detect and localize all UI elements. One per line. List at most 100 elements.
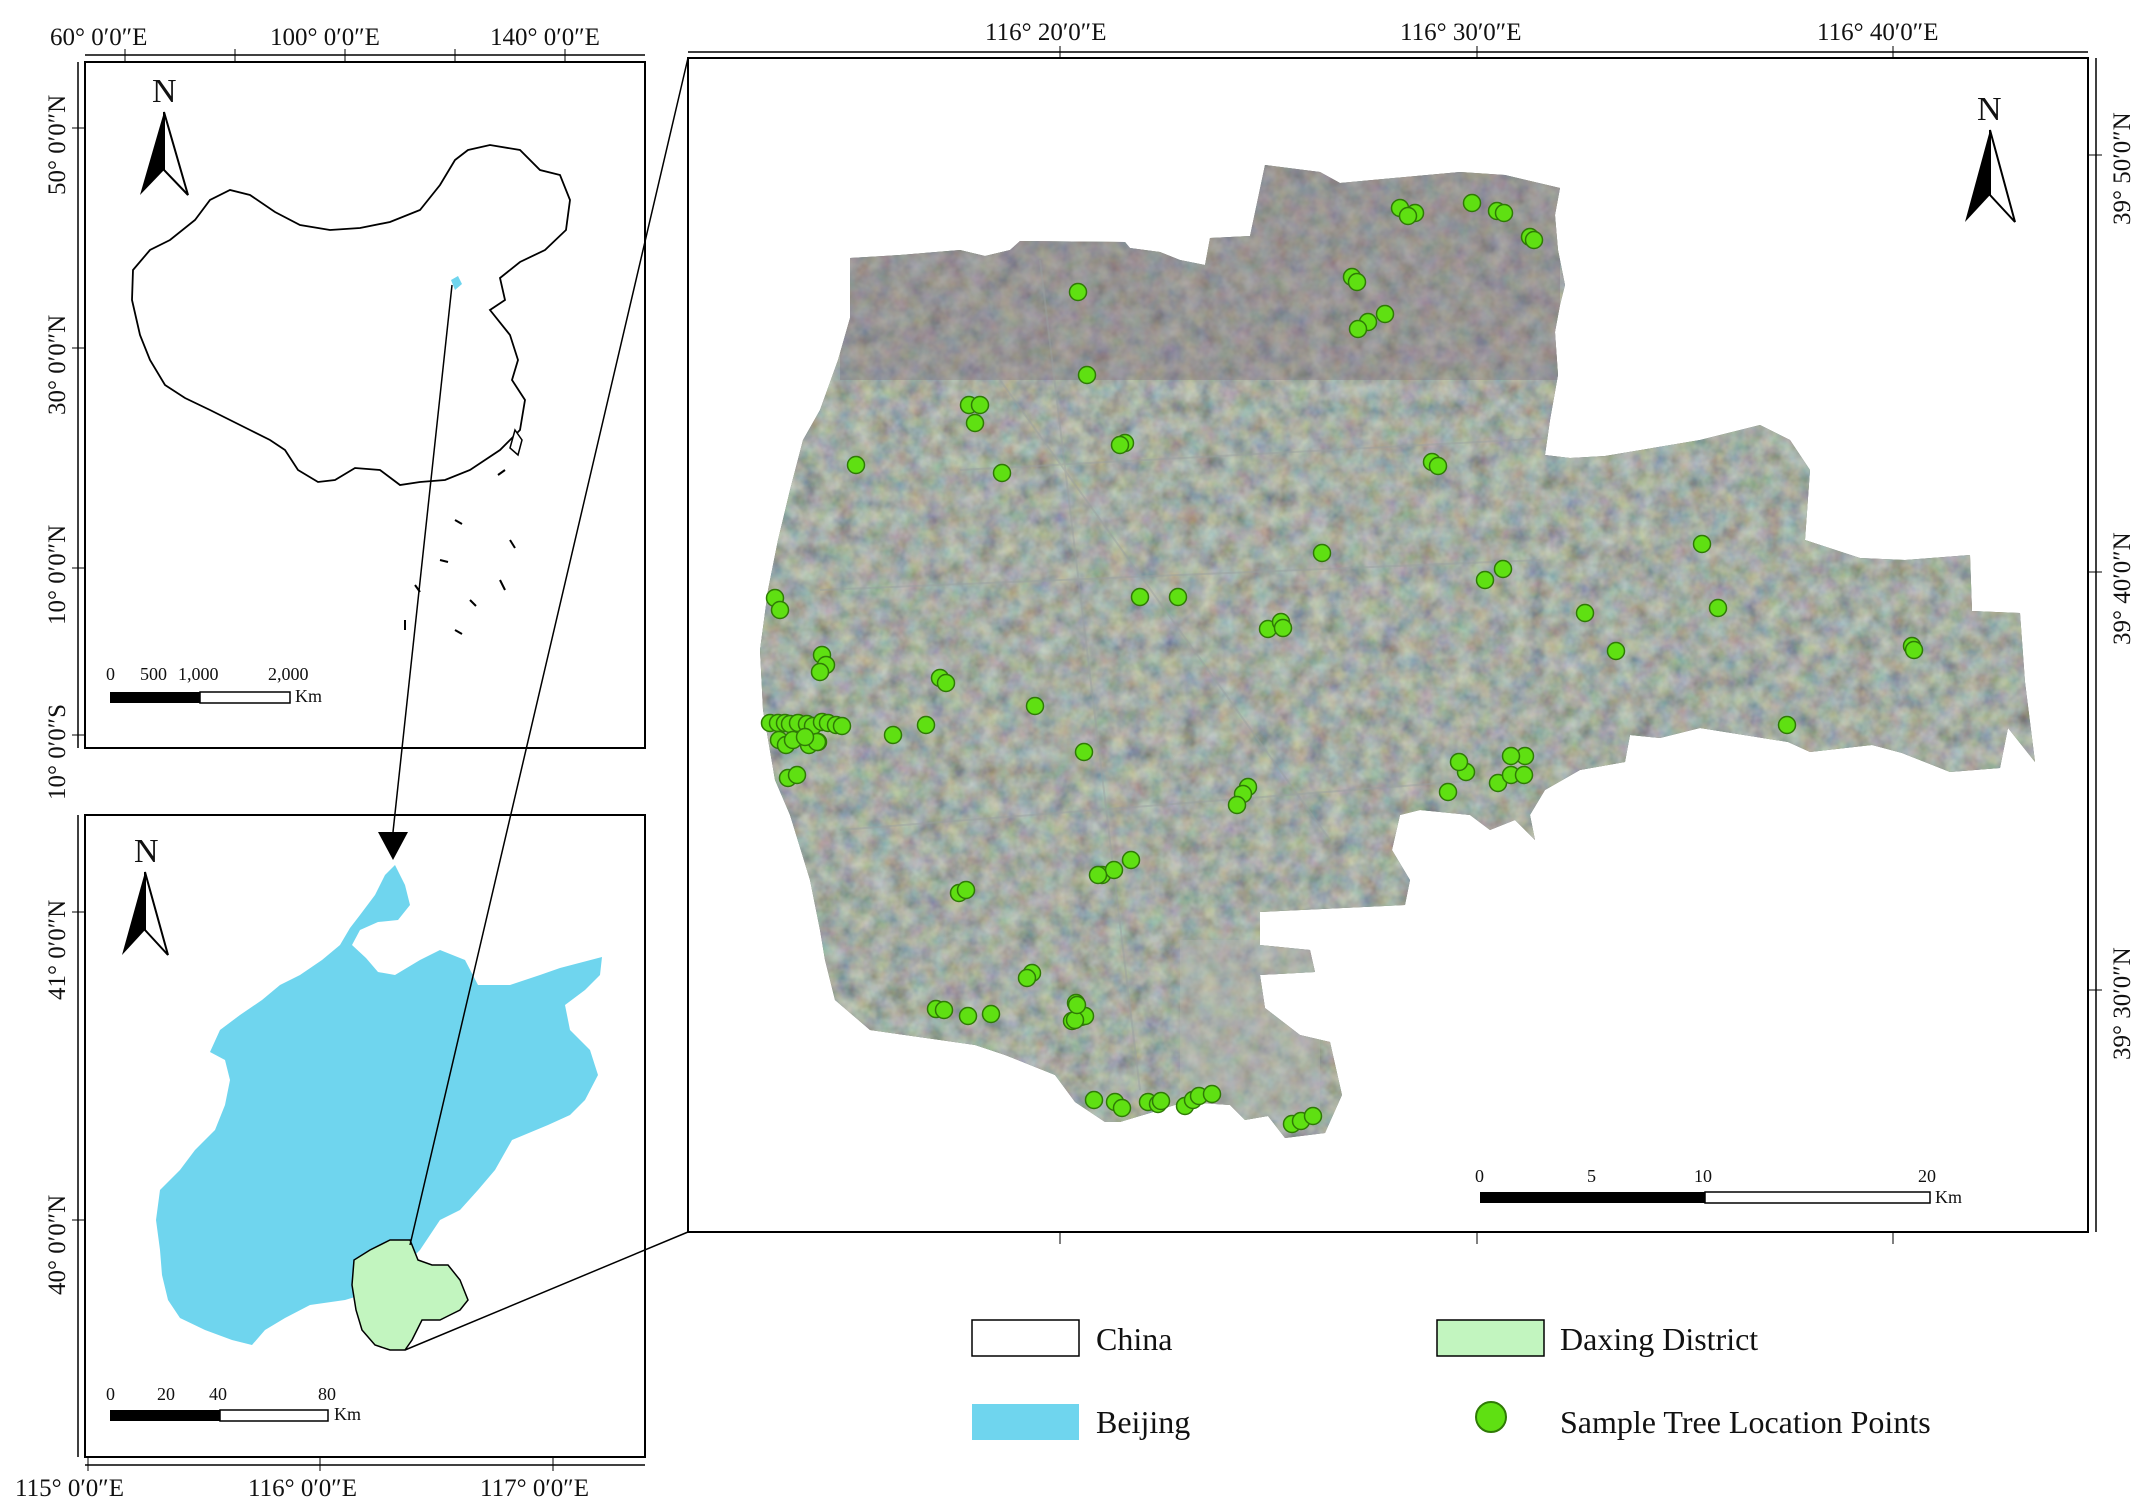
daxing-right-tick-2: 39° 40′0″N: [2109, 532, 2131, 645]
svg-text:5: 5: [1587, 1166, 1596, 1186]
sample-point: [1777, 715, 1797, 735]
sample-point: [1112, 1098, 1132, 1118]
sample-point: [810, 662, 830, 682]
svg-text:500: 500: [140, 664, 167, 684]
svg-text:10: 10: [1694, 1166, 1712, 1186]
sample-point: [1121, 850, 1141, 870]
svg-text:N: N: [152, 73, 177, 110]
china-scale-bar: 0 500 1,000 2,000 Km: [106, 664, 322, 706]
pointer-arrowhead-icon: [378, 832, 408, 860]
legend: China Daxing District Beijing Sample Tre…: [971, 1319, 1931, 1440]
sample-point: [1348, 319, 1368, 339]
sample-point: [1074, 742, 1094, 762]
svg-text:20: 20: [1918, 1166, 1936, 1186]
sample-point: [934, 1000, 954, 1020]
beijing-left-tick-1: 41° 0′0″N: [44, 900, 71, 1000]
sample-point: [1692, 534, 1712, 554]
sample-point: [1514, 765, 1534, 785]
sample-point: [956, 880, 976, 900]
daxing-right-tick-3: 39° 30′0″N: [2109, 947, 2131, 1060]
sample-point: [1312, 543, 1332, 563]
sample-point: [1904, 640, 1924, 660]
sample-point: [1438, 782, 1458, 802]
daxing-panel: 116° 20′0″E 116° 30′0″E 116° 40′0″E 39° …: [687, 19, 2131, 1244]
sample-point: [1575, 603, 1595, 623]
sample-point: [992, 463, 1012, 483]
sample-point: [1130, 587, 1150, 607]
svg-text:Sample Tree Location Points: Sample Tree Location Points: [1560, 1404, 1931, 1440]
sample-point: [1524, 230, 1544, 250]
china-left-tick-3: 10° 0′0″N: [44, 525, 71, 625]
south-sea-islands: [404, 469, 516, 635]
daxing-top-tick-1: 116° 20′0″E: [985, 19, 1106, 46]
sample-point: [1017, 968, 1037, 988]
legend-item-beijing: Beijing: [972, 1404, 1190, 1440]
sample-point: [981, 1004, 1001, 1024]
sample-point: [883, 725, 903, 745]
sample-point: [1084, 1090, 1104, 1110]
sample-point: [1088, 865, 1108, 885]
svg-text:40: 40: [209, 1384, 227, 1404]
beijing-panel: 41° 0′0″N 40° 0′0″N 115° 0′0″E 116° 0′0″…: [15, 814, 646, 1502]
svg-text:China: China: [1096, 1321, 1172, 1357]
svg-text:0: 0: [106, 664, 115, 684]
china-left-tick-4: 10° 0′0″S: [44, 704, 71, 800]
taiwan-outline: [509, 428, 523, 457]
sample-point: [1449, 752, 1469, 772]
china-left-tick-1: 50° 0′0″N: [44, 95, 71, 195]
svg-text:80: 80: [318, 1384, 336, 1404]
sample-point: [958, 1006, 978, 1026]
svg-text:0: 0: [106, 1384, 115, 1404]
sample-point: [1303, 1106, 1323, 1126]
sample-tree-points: [760, 193, 1924, 1134]
china-top-tick-2: 100° 0′0″E: [270, 24, 380, 51]
sample-point: [1428, 456, 1448, 476]
sample-point: [1110, 435, 1130, 455]
sample-point: [916, 715, 936, 735]
china-left-ticks: 50° 0′0″N 30° 0′0″N 10° 0′0″N 10° 0′0″S: [44, 62, 85, 800]
daxing-right-tick-1: 39° 50′0″N: [2109, 112, 2131, 225]
sample-point: [1077, 365, 1097, 385]
north-arrow-daxing-icon: N: [1965, 91, 2016, 223]
beijing-marker: [451, 276, 462, 290]
beijing-bottom-tick-1: 115° 0′0″E: [15, 1475, 124, 1502]
sample-point: [770, 600, 790, 620]
beijing-outline: [156, 865, 602, 1345]
svg-text:Beijing: Beijing: [1096, 1404, 1190, 1440]
sample-point: [1494, 203, 1514, 223]
sample-point: [1068, 282, 1088, 302]
sample-point: [1606, 641, 1626, 661]
svg-text:0: 0: [1475, 1166, 1484, 1186]
sample-point: [1398, 206, 1418, 226]
sample-point: [1202, 1084, 1222, 1104]
north-arrow-china-icon: N: [140, 73, 189, 196]
china-outline: [131, 144, 571, 486]
svg-text:Km: Km: [334, 1404, 361, 1424]
sample-point: [1493, 559, 1513, 579]
sample-point: [1025, 696, 1045, 716]
sample-point: [1168, 587, 1188, 607]
svg-text:Km: Km: [1935, 1187, 1962, 1207]
svg-text:N: N: [134, 833, 159, 870]
daxing-right-ticks: 39° 50′0″N 39° 40′0″N 39° 30′0″N: [2088, 58, 2131, 1232]
sample-point: [832, 716, 852, 736]
beijing-bottom-tick-2: 116° 0′0″E: [248, 1475, 357, 1502]
north-arrow-beijing-icon: N: [122, 833, 169, 956]
sample-point: [846, 455, 866, 475]
china-panel: 60° 0′0″E 100° 0′0″E 140° 0′0″E 50° 0′0″…: [44, 24, 646, 800]
svg-text:N: N: [1977, 91, 2002, 128]
daxing-top-tick-3: 116° 40′0″E: [1817, 19, 1938, 46]
sample-point: [1501, 746, 1521, 766]
china-left-tick-2: 30° 0′0″N: [44, 315, 71, 415]
sample-point: [970, 395, 990, 415]
china-top-ticks: 60° 0′0″E 100° 0′0″E 140° 0′0″E: [50, 24, 645, 62]
beijing-bottom-ticks: 115° 0′0″E 116° 0′0″E 117° 0′0″E: [15, 1457, 645, 1502]
daxing-outline-small: [351, 1239, 469, 1351]
sample-point: [1065, 1010, 1085, 1030]
china-top-tick-1: 60° 0′0″E: [50, 24, 147, 51]
svg-text:1,000: 1,000: [178, 664, 219, 684]
legend-item-sample: Sample Tree Location Points: [1475, 1401, 1931, 1440]
china-top-tick-3: 140° 0′0″E: [490, 24, 600, 51]
sample-point: [787, 765, 807, 785]
